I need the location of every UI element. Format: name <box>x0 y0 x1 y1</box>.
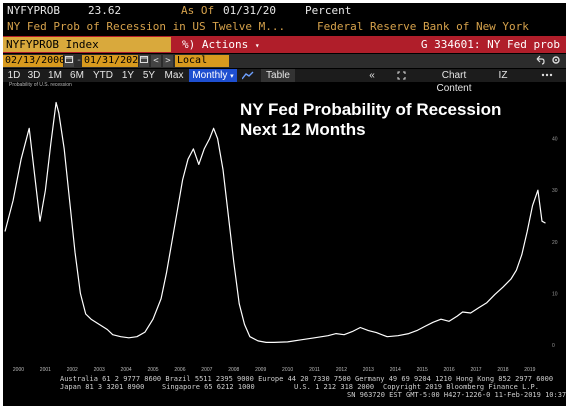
x-tick-label: 2012 <box>336 367 347 373</box>
terminal-window: NYFYPROB 23.62 As Of 01/31/20 Percent NY… <box>3 3 566 406</box>
unit-label: Percent <box>305 4 352 17</box>
chart-title: NY Fed Probability of Recession Next 12 … <box>240 100 501 140</box>
x-tick-label: 2016 <box>444 367 455 373</box>
y-tick-label: 0 <box>552 343 555 349</box>
as-of-label: As Of <box>181 4 215 17</box>
calendar-icon[interactable] <box>64 55 74 67</box>
chevron-down-icon: ▾ <box>254 41 260 50</box>
rewind-button[interactable]: « <box>369 70 375 81</box>
x-tick-label: 2000 <box>13 367 24 373</box>
actions-label: %) Actions <box>182 38 249 51</box>
frequency-label: Monthly <box>192 70 228 81</box>
x-tick-label: 2006 <box>174 367 185 373</box>
date-separator: - <box>76 55 83 66</box>
ticker-label: NYFYPROB <box>7 4 60 17</box>
function-bar: NYFYPROB Index %) Actions ▾ G 334601: NY… <box>3 36 566 53</box>
footer-contacts-1: Australia 61 2 9777 8600 Brazil 5511 239… <box>60 375 554 383</box>
series-line <box>4 101 546 343</box>
actions-menu[interactable]: %) Actions ▾ <box>182 37 260 53</box>
footer-copyright: Copyright 2019 Bloomberg Finance L.P. <box>383 383 539 391</box>
footer-japan: Japan 81 3 3201 8900 <box>60 383 145 391</box>
x-tick-label: 2001 <box>40 367 51 373</box>
period-1m[interactable]: 1M <box>48 70 62 81</box>
period-1y[interactable]: 1Y <box>121 70 135 81</box>
x-tick-label: 2004 <box>121 367 132 373</box>
period-max[interactable]: Max <box>164 70 184 81</box>
source-label: Federal Reserve Bank of New York <box>317 20 529 33</box>
footer-singapore: Singapore 65 6212 1000 <box>162 383 255 391</box>
period-ytd[interactable]: YTD <box>93 70 113 81</box>
y-tick-label: 20 <box>552 240 558 246</box>
date-controls: 02/13/2000 - 01/31/2020 < > Local CCY ▾ <box>3 54 566 78</box>
x-tick-label: 2005 <box>147 367 158 373</box>
quote-line: NYFYPROB 23.62 As Of 01/31/20 Percent <box>3 3 566 18</box>
line-chart-icon[interactable] <box>241 69 255 82</box>
graph-title: G 334601: NY Fed prob <box>420 38 560 51</box>
y-tick-label: 30 <box>552 188 558 194</box>
y-tick-label: 10 <box>552 291 558 297</box>
period-3d[interactable]: 3D <box>27 70 41 81</box>
chart-title-line-1: NY Fed Probability of Recession <box>240 100 502 119</box>
period-toolbar: 1D 3D 1M 6M YTD 1Y 5Y Max Monthly ▾ Tabl… <box>3 69 566 94</box>
recession-probability-chart: 2000 2001 2002 2003 2004 2005 2006 2007 2008 2009… <box>4 101 558 373</box>
x-tick-label: 2003 <box>94 367 105 373</box>
x-tick-label: 2019 <box>524 367 535 373</box>
security-field[interactable]: NYFYPROB Index <box>3 37 171 52</box>
gear-icon[interactable] <box>551 54 561 68</box>
x-tick-label: 2017 <box>470 367 481 373</box>
chart-legend: Probability of U.S. recession <box>9 82 72 88</box>
y-tick-label: 40 <box>552 137 558 143</box>
frequency-select[interactable]: Monthly ▾ <box>189 69 237 82</box>
x-tick-label: 2009 <box>255 367 266 373</box>
description-line: NY Fed Prob of Recession in US Twelve M.… <box>3 19 566 35</box>
x-axis: 2000 2001 2002 2003 2004 2005 2006 2007 2008 2009… <box>13 367 536 373</box>
undo-icon[interactable] <box>535 54 545 68</box>
start-date-field[interactable]: 02/13/2000 <box>3 55 66 67</box>
chart-content-button[interactable]: Chart Content <box>436 70 472 94</box>
series-description: NY Fed Prob of Recession in US Twelve M.… <box>7 20 286 33</box>
chevron-down-icon: ▾ <box>230 73 234 80</box>
x-tick-label: 2008 <box>228 367 239 373</box>
last-value: 23.62 <box>88 4 122 17</box>
x-tick-label: 2011 <box>309 367 320 373</box>
currency-select[interactable]: Local CCY ▾ <box>175 55 229 78</box>
x-tick-label: 2014 <box>390 367 401 373</box>
next-period-button[interactable]: > <box>163 55 173 67</box>
zoom-button[interactable]: IZ <box>498 70 508 81</box>
table-button[interactable]: Table <box>261 69 295 82</box>
x-tick-label: 2010 <box>282 367 293 373</box>
x-tick-label: 2018 <box>497 367 508 373</box>
calendar-icon[interactable] <box>139 55 149 67</box>
period-5y[interactable]: 5Y <box>142 70 156 81</box>
x-tick-label: 2015 <box>417 367 428 373</box>
period-1d[interactable]: 1D <box>7 70 21 81</box>
x-tick-label: 2007 <box>201 367 212 373</box>
fit-icon[interactable] <box>395 69 407 82</box>
footer-us: U.S. 1 212 318 2000 <box>294 383 375 391</box>
x-tick-label: 2013 <box>363 367 374 373</box>
as-of-date: 01/31/20 <box>223 4 276 17</box>
prev-period-button[interactable]: < <box>151 55 161 67</box>
y-axis: 0 10 20 30 40 <box>552 137 558 349</box>
x-tick-label: 2002 <box>67 367 78 373</box>
end-date-field[interactable]: 01/31/2020 <box>82 55 145 67</box>
footer-session: SN 963720 EST GMT-5:00 H427-1226-0 11-Fe… <box>347 391 566 399</box>
chart-title-line-2: Next 12 Months <box>240 120 366 139</box>
dots-icon[interactable] <box>537 69 557 82</box>
period-6m[interactable]: 6M <box>70 70 84 81</box>
